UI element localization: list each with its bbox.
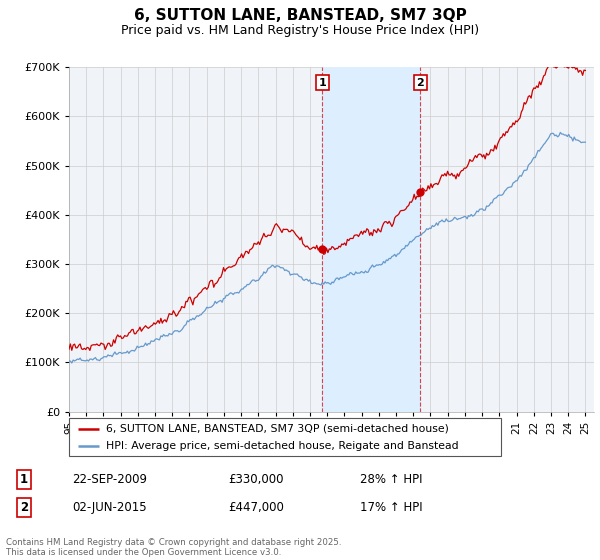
Text: 2: 2 — [416, 77, 424, 87]
Text: £447,000: £447,000 — [228, 501, 284, 515]
Text: HPI: Average price, semi-detached house, Reigate and Banstead: HPI: Average price, semi-detached house,… — [106, 441, 458, 451]
Text: Contains HM Land Registry data © Crown copyright and database right 2025.
This d: Contains HM Land Registry data © Crown c… — [6, 538, 341, 557]
Text: 28% ↑ HPI: 28% ↑ HPI — [360, 473, 422, 487]
Text: 1: 1 — [319, 77, 326, 87]
Text: £330,000: £330,000 — [228, 473, 284, 487]
Text: 17% ↑ HPI: 17% ↑ HPI — [360, 501, 422, 515]
Bar — [322, 67, 421, 412]
Text: Price paid vs. HM Land Registry's House Price Index (HPI): Price paid vs. HM Land Registry's House … — [121, 24, 479, 36]
Text: 02-JUN-2015: 02-JUN-2015 — [72, 501, 146, 515]
Text: 2: 2 — [20, 501, 28, 515]
Text: 1: 1 — [20, 473, 28, 487]
FancyBboxPatch shape — [69, 418, 501, 456]
Text: 6, SUTTON LANE, BANSTEAD, SM7 3QP: 6, SUTTON LANE, BANSTEAD, SM7 3QP — [134, 8, 466, 24]
Text: 22-SEP-2009: 22-SEP-2009 — [72, 473, 147, 487]
Text: 6, SUTTON LANE, BANSTEAD, SM7 3QP (semi-detached house): 6, SUTTON LANE, BANSTEAD, SM7 3QP (semi-… — [106, 424, 449, 434]
